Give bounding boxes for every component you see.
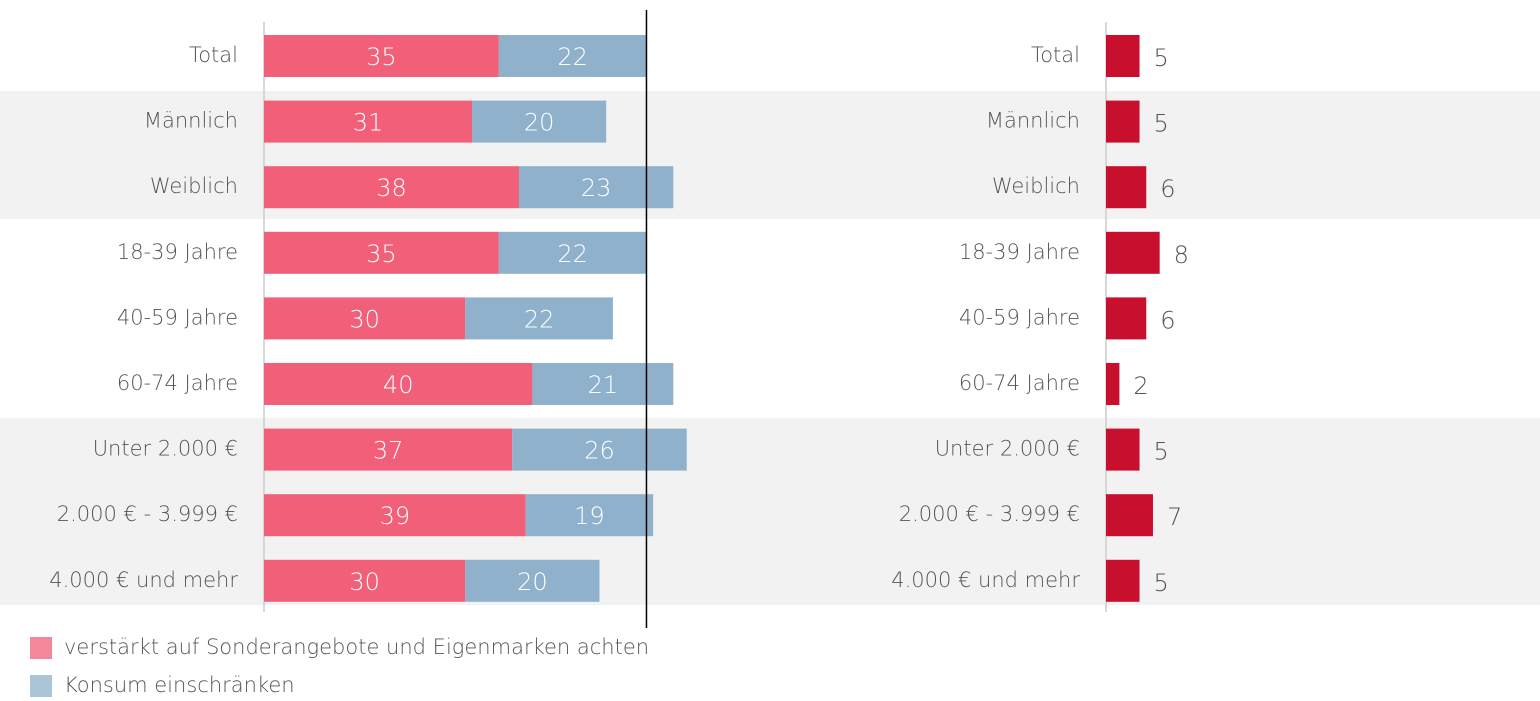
category-label: 2.000 € - 3.999 €: [899, 502, 1080, 526]
legend-swatch: [30, 637, 52, 659]
bar-segment: [264, 35, 499, 77]
data-label: 35: [366, 240, 397, 268]
data-label: 22: [557, 240, 588, 268]
bar: [1106, 297, 1147, 340]
bar-segment: [264, 494, 526, 537]
bar: [1106, 494, 1153, 537]
bar-segment: [264, 428, 513, 471]
group-band: [0, 418, 1540, 605]
data-label: 39: [380, 502, 411, 530]
bar-segment: [512, 428, 687, 471]
category-label: 18-39 Jahre: [117, 240, 238, 264]
legend-label: Konsum einschränken: [64, 673, 295, 697]
data-label: 26: [584, 437, 615, 465]
data-label: 23: [581, 174, 612, 202]
category-label: 60-74 Jahre: [117, 371, 238, 395]
bar-segment: [264, 100, 473, 143]
data-label: 30: [349, 305, 380, 333]
data-label: 31: [353, 109, 384, 137]
bar-segment: [264, 363, 533, 405]
legend-swatch: [30, 675, 52, 697]
bar-segment: [264, 166, 519, 209]
category-label: 18-39 Jahre: [959, 240, 1080, 264]
category-label: Weiblich: [992, 174, 1080, 198]
bar: [1106, 166, 1147, 209]
group-band: [0, 91, 1540, 219]
bar: [1106, 559, 1140, 602]
bar-segment: [264, 297, 466, 340]
data-label: 20: [524, 109, 555, 137]
bar: [1106, 231, 1160, 274]
category-label: Total: [189, 43, 238, 67]
category-label: Männlich: [144, 109, 238, 133]
data-label: 35: [366, 43, 397, 71]
bar-segment: [518, 166, 674, 209]
category-label: 2.000 € - 3.999 €: [57, 502, 238, 526]
category-label: Männlich: [986, 109, 1080, 133]
category-label: Total: [1031, 43, 1080, 67]
data-label: 5: [1154, 110, 1169, 138]
bar-segment: [498, 35, 647, 77]
bar-segment: [472, 100, 607, 143]
data-label: 30: [349, 568, 380, 596]
category-label: Weiblich: [150, 174, 238, 198]
data-label: 6: [1160, 306, 1175, 334]
category-label: 40-59 Jahre: [117, 305, 238, 329]
data-label: 5: [1154, 569, 1169, 597]
category-label: Unter 2.000 €: [93, 437, 238, 461]
bar-segment: [264, 559, 466, 602]
category-label: 4.000 € und mehr: [49, 568, 238, 592]
category-label: 60-74 Jahre: [959, 371, 1080, 395]
bar: [1106, 100, 1140, 143]
data-label: 5: [1154, 438, 1169, 466]
data-label: 40: [383, 371, 414, 399]
bar-segment: [465, 559, 600, 602]
bar: [1106, 363, 1120, 405]
data-label: 5: [1154, 44, 1169, 72]
data-label: 20: [517, 568, 548, 596]
data-label: 22: [524, 305, 555, 333]
bar-segment: [525, 494, 654, 537]
category-label: 40-59 Jahre: [959, 305, 1080, 329]
data-label: 6: [1160, 175, 1175, 203]
data-label: 7: [1167, 503, 1182, 531]
bar-segment: [264, 231, 499, 274]
bar: [1106, 428, 1140, 471]
bar: [1106, 35, 1140, 77]
data-label: 37: [373, 437, 404, 465]
data-label: 2: [1133, 372, 1148, 400]
data-label: 8: [1174, 241, 1189, 269]
data-label: 21: [588, 371, 619, 399]
bar-segment: [465, 297, 613, 340]
data-label: 22: [557, 43, 588, 71]
data-label: 19: [574, 502, 605, 530]
category-label: 4.000 € und mehr: [891, 568, 1080, 592]
legend-label: verstärkt auf Sonderangebote und Eigenma…: [64, 635, 649, 659]
data-label: 38: [376, 174, 407, 202]
category-label: Unter 2.000 €: [935, 437, 1080, 461]
bar-segment: [532, 363, 674, 405]
bar-segment: [498, 231, 647, 274]
